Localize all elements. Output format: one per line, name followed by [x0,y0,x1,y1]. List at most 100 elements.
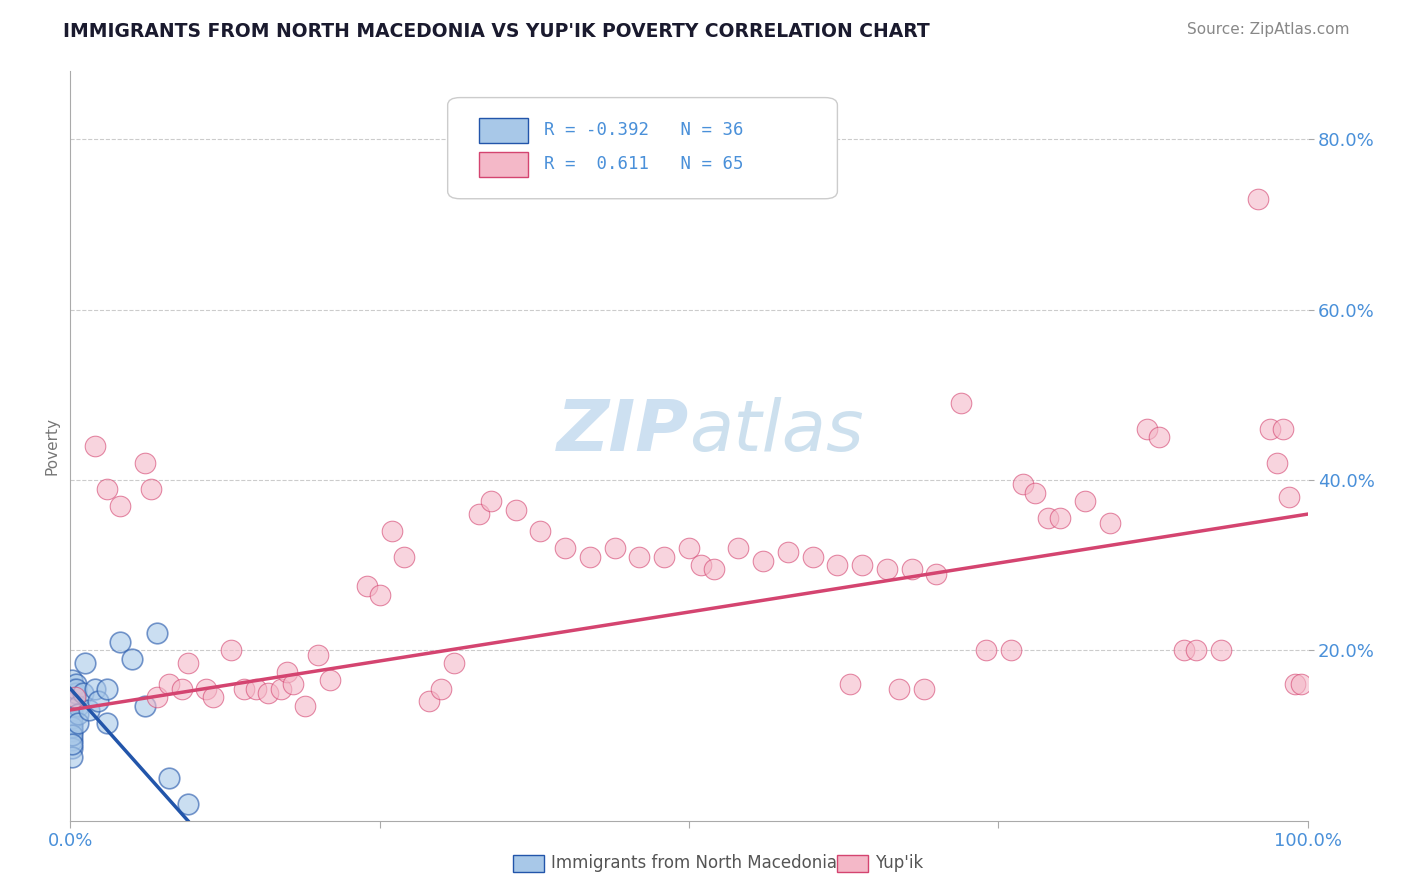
Point [60,707,83,722]
Point [801,549,824,564]
Point [134,456,156,470]
Point [1036,511,1059,525]
Point [678,541,700,556]
Point [430,681,453,696]
Text: R =  0.611   N = 65: R = 0.611 N = 65 [544,155,744,173]
Point [1173,643,1195,657]
Point [776,545,799,559]
Point [77,703,100,717]
Y-axis label: Poverty: Poverty [44,417,59,475]
Text: R = -0.392   N = 36: R = -0.392 N = 36 [544,120,744,139]
Point [108,635,131,649]
Point [195,681,218,696]
Point [60,703,83,717]
Point [727,541,749,556]
Point [139,482,162,496]
Text: IMMIGRANTS FROM NORTH MACEDONIA VS YUP'IK POVERTY CORRELATION CHART: IMMIGRANTS FROM NORTH MACEDONIA VS YUP'I… [63,22,929,41]
Point [60,711,83,725]
Point [270,681,292,696]
Point [1265,456,1288,470]
Point [146,690,169,705]
Point [60,732,83,747]
Point [65,677,87,691]
Point [66,715,89,730]
Point [60,741,83,756]
Point [294,698,316,713]
Point [65,686,87,700]
Point [134,698,156,713]
Point [900,562,922,576]
Point [925,566,948,581]
Text: Immigrants from North Macedonia: Immigrants from North Macedonia [551,855,837,872]
Point [232,681,254,696]
Point [827,558,849,573]
Point [579,549,602,564]
Point [889,681,911,696]
Point [60,724,83,739]
Point [60,690,83,705]
Point [60,729,83,743]
Point [912,681,935,696]
Point [1024,485,1046,500]
Point [60,673,83,688]
Point [65,681,87,696]
FancyBboxPatch shape [478,118,529,143]
Point [146,626,169,640]
Point [66,698,89,713]
Point [60,749,83,764]
Text: ZIP: ZIP [557,397,689,466]
Point [108,499,131,513]
Point [394,549,416,564]
Text: Yup'ik: Yup'ik [875,855,922,872]
Point [84,681,107,696]
Point [1278,490,1301,504]
Point [170,681,193,696]
Point [60,698,83,713]
Point [467,507,489,521]
Text: Source: ZipAtlas.com: Source: ZipAtlas.com [1187,22,1350,37]
Point [177,656,200,670]
Point [1209,643,1232,657]
Point [838,677,860,691]
Text: atlas: atlas [689,397,863,466]
Point [1291,677,1313,691]
Point [703,562,725,576]
Point [368,588,391,602]
Point [1049,511,1071,525]
Point [60,681,83,696]
Point [257,686,280,700]
Point [974,643,997,657]
Point [65,690,87,705]
Point [876,562,898,576]
Point [121,652,143,666]
Point [418,694,440,708]
Point [60,720,83,734]
Point [1271,422,1294,436]
Point [1098,516,1121,530]
Point [529,524,551,538]
Point [201,690,224,705]
Point [652,549,675,564]
FancyBboxPatch shape [478,153,529,177]
Point [479,494,502,508]
Point [505,503,527,517]
Point [307,648,329,662]
Point [1074,494,1097,508]
Point [60,690,83,705]
Point [75,656,97,670]
Point [84,439,107,453]
Point [60,737,83,751]
Point [752,554,775,568]
Point [1284,677,1306,691]
Point [443,656,465,670]
Point [356,580,378,594]
Point [319,673,342,688]
Point [1012,477,1035,491]
Point [96,715,118,730]
Point [381,524,404,538]
Point [157,677,180,691]
Point [950,396,973,410]
Point [219,643,242,657]
Point [603,541,626,556]
Point [1260,422,1282,436]
